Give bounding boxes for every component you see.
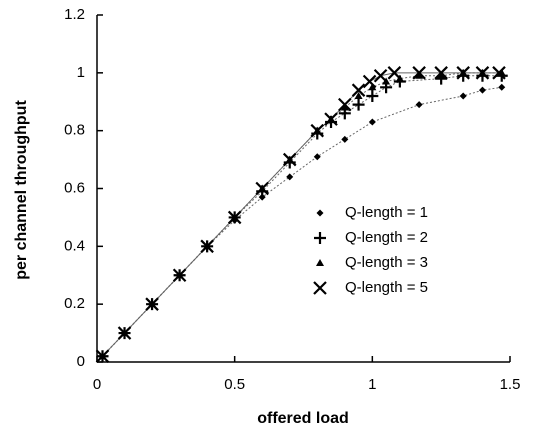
x-tick-label: 0.5	[224, 376, 245, 393]
legend-label: Q-length = 1	[345, 204, 428, 221]
data-point	[415, 101, 423, 109]
data-point	[200, 239, 214, 254]
data-point	[415, 71, 424, 79]
data-point	[286, 173, 294, 181]
data-point	[145, 297, 159, 311]
data-point	[354, 91, 363, 99]
data-point	[324, 112, 338, 126]
data-point	[310, 123, 325, 138]
data-point	[313, 153, 321, 161]
data-point	[456, 66, 470, 80]
series-line	[102, 86, 502, 357]
data-point	[351, 83, 366, 97]
data-point	[475, 66, 490, 80]
data-point	[338, 97, 352, 112]
legend-label: Q-length = 3	[345, 254, 428, 271]
y-tick-label: 1	[77, 64, 85, 81]
data-point	[117, 326, 132, 340]
legend-marker	[313, 281, 327, 295]
series-line	[102, 72, 502, 357]
data-point	[368, 83, 377, 91]
data-point	[362, 74, 377, 89]
y-tick-label: 0	[77, 353, 85, 370]
legend-label: Q-length = 5	[345, 279, 428, 296]
data-point	[412, 66, 426, 80]
data-point	[478, 86, 486, 94]
data-point	[373, 68, 388, 83]
data-point	[172, 268, 187, 283]
data-point	[498, 83, 506, 91]
y-tick-label: 1.2	[64, 6, 85, 23]
data-point	[437, 71, 446, 79]
legend-marker	[314, 232, 326, 244]
legend-marker	[316, 259, 324, 266]
data-point	[95, 349, 110, 363]
data-point	[352, 98, 365, 111]
data-point	[341, 135, 349, 143]
data-point	[340, 103, 349, 111]
y-tick-label: 0.6	[64, 179, 85, 196]
data-point	[366, 89, 379, 102]
data-point	[434, 66, 448, 80]
data-point	[255, 181, 269, 196]
data-point	[492, 66, 506, 80]
data-point	[227, 210, 242, 225]
series-line	[102, 72, 499, 357]
data-point	[368, 118, 376, 126]
data-point	[282, 152, 297, 167]
data-point	[459, 92, 467, 100]
data-point	[387, 66, 402, 80]
y-tick-label: 0.4	[64, 237, 85, 254]
legend-label: Q-length = 2	[345, 229, 428, 246]
series-line	[102, 75, 502, 357]
x-tick-label: 1.5	[500, 376, 521, 393]
x-tick-label: 1	[368, 376, 376, 393]
legend-marker	[316, 209, 324, 217]
x-tick-label: 0	[93, 376, 101, 393]
y-tick-label: 0.2	[64, 295, 85, 312]
y-axis-title: per channel throughput	[13, 100, 30, 280]
x-axis-title: offered load	[257, 410, 349, 427]
y-tick-label: 0.8	[64, 122, 85, 139]
